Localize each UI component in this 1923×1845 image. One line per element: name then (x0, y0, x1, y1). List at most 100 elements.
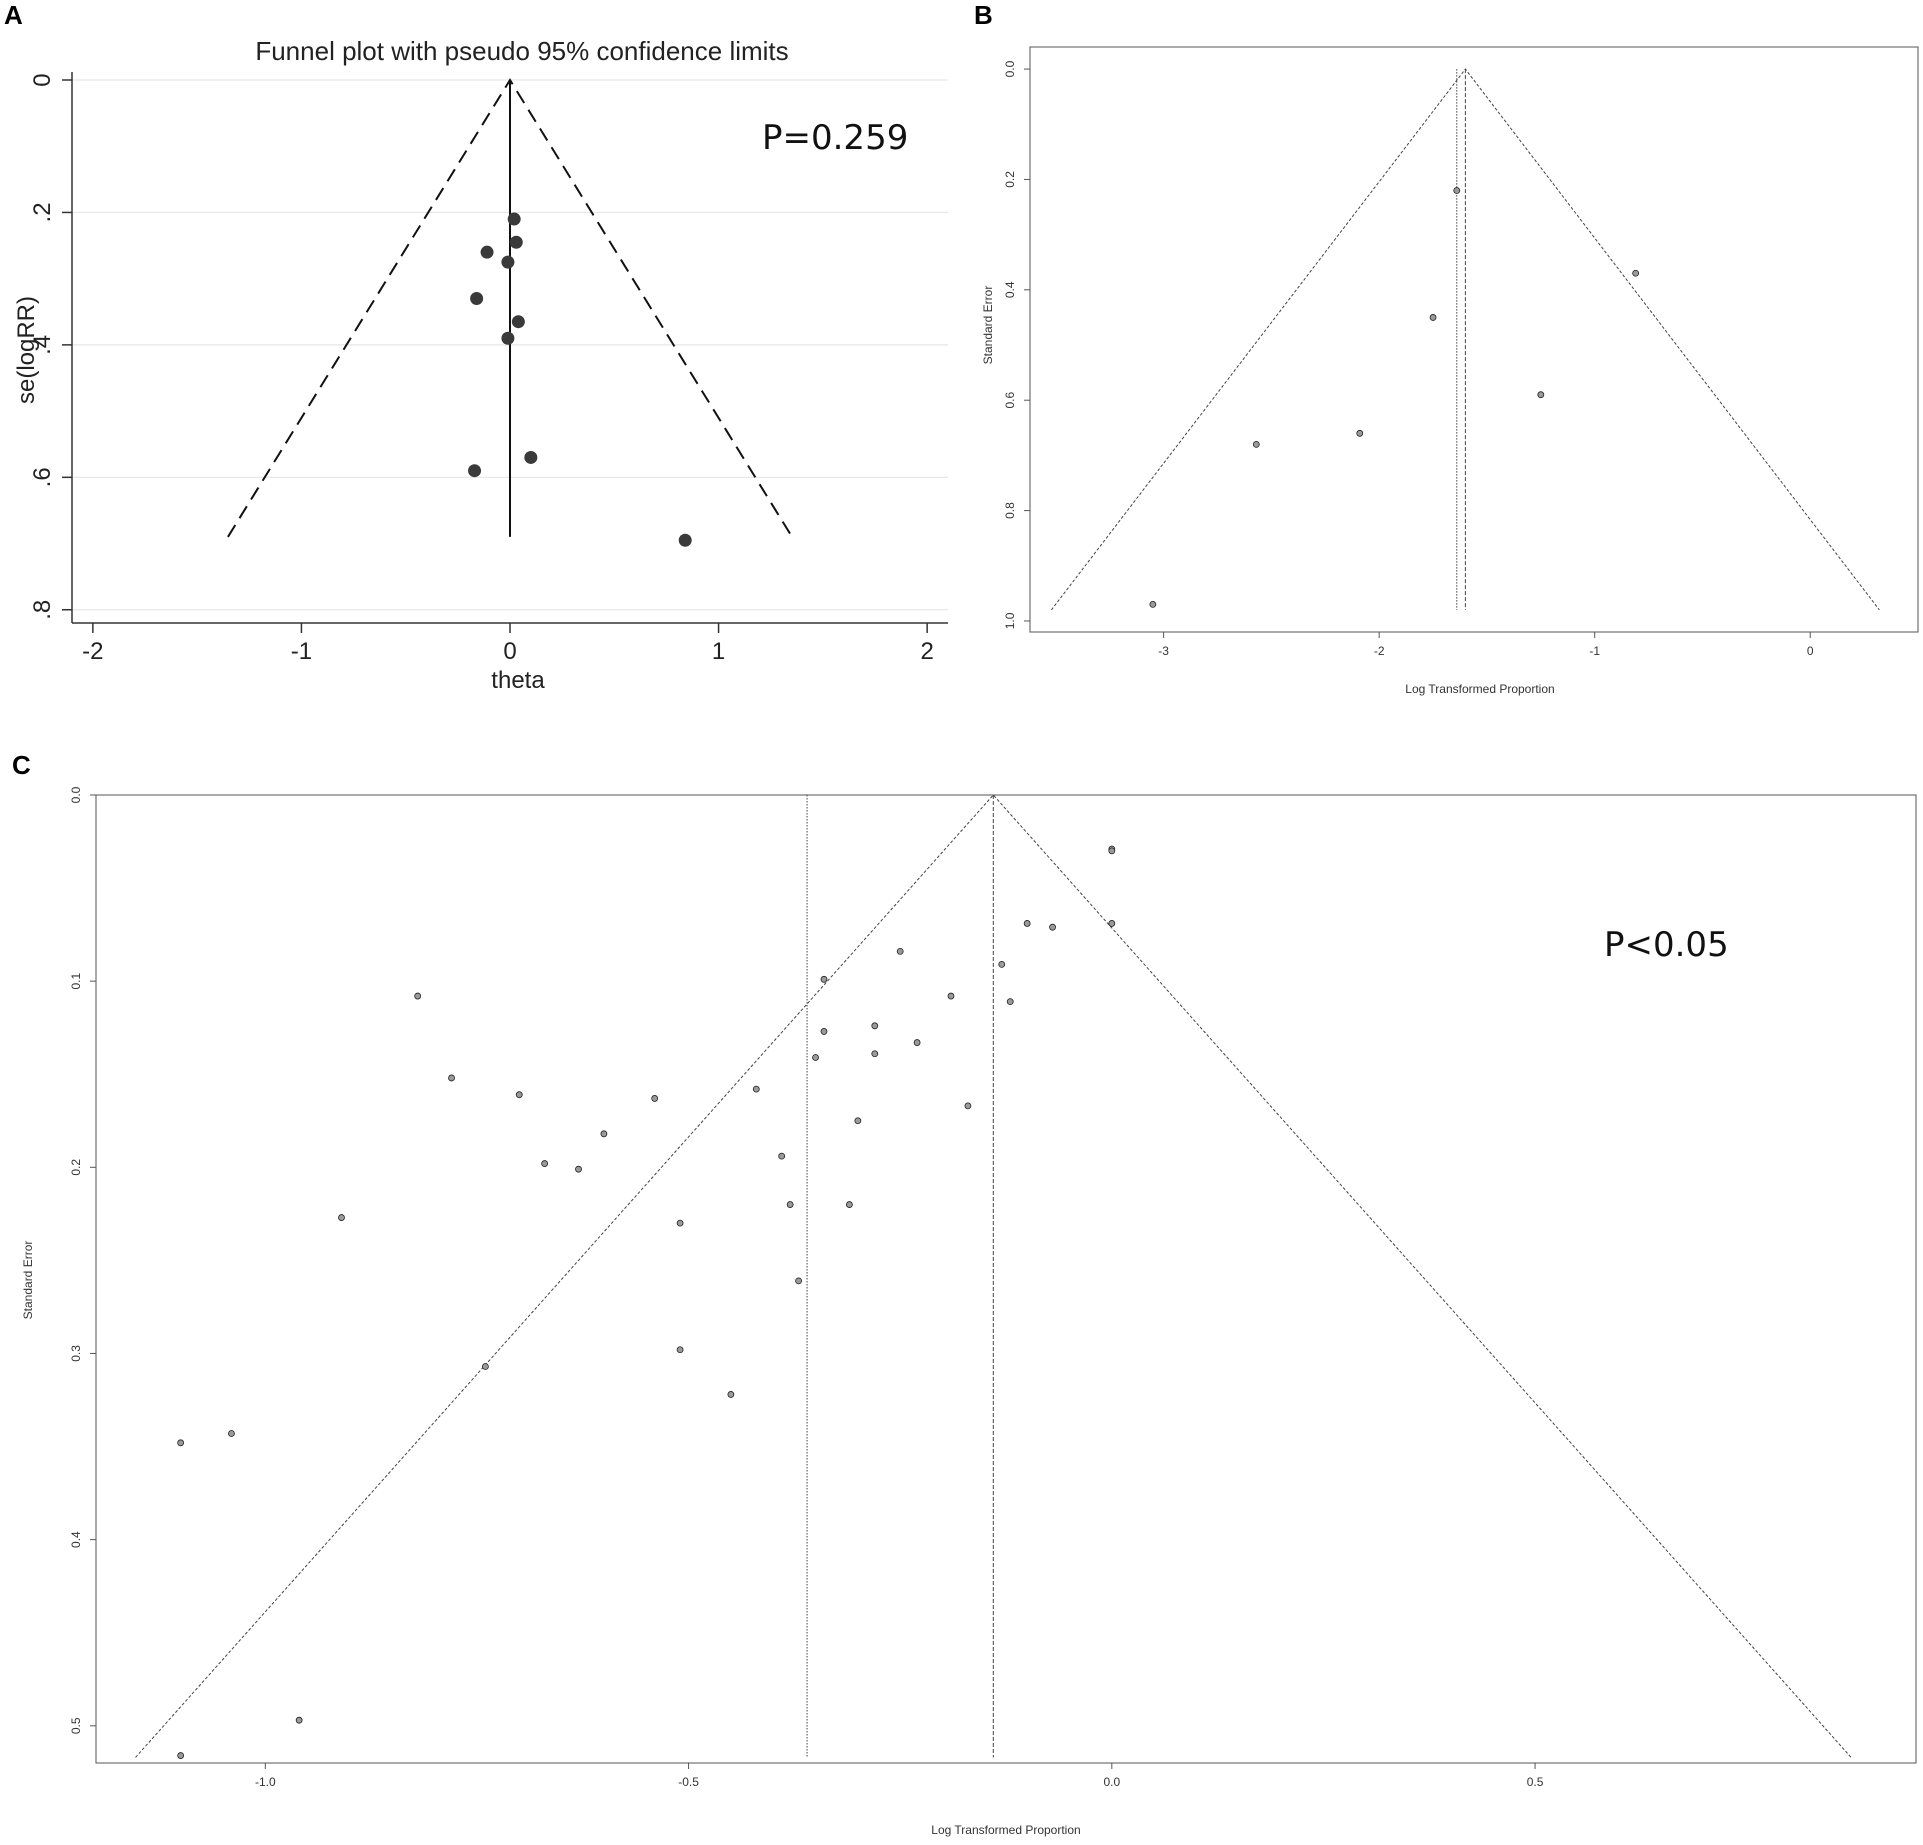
panel-a-y-axis-label: se(logRR) (13, 296, 40, 404)
panel-c-y-tick-label: 0.2 (69, 1159, 83, 1176)
panel-c-data-point (896, 947, 904, 955)
panel-b-x-tick-label: -1 (1589, 644, 1600, 658)
panel-a-data-point (524, 450, 538, 464)
panel-b-data-point (1537, 391, 1545, 399)
panel-c-x-tick-label: 0.0 (1103, 1775, 1120, 1789)
panel-c-data-point (600, 1130, 608, 1138)
panel-b-letter: B (974, 0, 993, 30)
panel-a-data-point (501, 331, 515, 345)
panel-a-data-point (470, 292, 484, 306)
panel-c-data-point (177, 1439, 185, 1447)
panel-c-data-point (812, 1054, 819, 1061)
panel-a-letter: A (4, 0, 23, 30)
panel-b-x-axis-label: Log Transformed Proportion (1405, 682, 1554, 696)
panel-c-letter: C (12, 750, 31, 780)
panel-c-data-point (515, 1091, 523, 1099)
panel-c-frame (95, 794, 1917, 1764)
panel-c-data-point (778, 1152, 786, 1160)
panel-c-data-point (414, 992, 422, 1000)
panel-c-y-tick-label: 0.0 (69, 786, 83, 803)
panel-c-data-point (676, 1219, 684, 1227)
panel-c-data-point (481, 1363, 489, 1370)
panel-c-data-point (795, 1277, 803, 1285)
panel-c-data-point (727, 1391, 735, 1398)
panel-c-data-point (338, 1214, 345, 1221)
panel-c-data-point (1108, 920, 1116, 927)
panel-b-data-point (1632, 269, 1640, 277)
panel-a-funnel (227, 78, 793, 538)
panel-c-y-tick-label: 0.3 (69, 1345, 83, 1362)
panel-b-x-tick-label: 0 (1807, 644, 1814, 658)
panel-a-data-point (501, 255, 515, 269)
panel-a-title: Funnel plot with pseudo 95% confidence l… (255, 36, 788, 66)
panel-c-axes: -1.0 -0.5 0.0 0.5 0.0 0.1 0.2 0.3 0.4 0.5 (69, 786, 1544, 1789)
panel-a-data-point (480, 245, 494, 259)
panel-c-x-tick-label: -0.5 (678, 1775, 699, 1789)
panel-c-data-point (845, 1201, 853, 1208)
panel-c-data-point (651, 1095, 659, 1102)
panel-c-data-point (448, 1074, 455, 1082)
panel-c-data-point (820, 975, 828, 983)
panel-b-data-point (1356, 429, 1364, 437)
panel-b-y-tick-label: 0.4 (1003, 281, 1017, 298)
panel-b-y-tick-label: 0.8 (1003, 502, 1017, 519)
panel-c-data-point (871, 1022, 879, 1030)
panel-c-p-value: P<0.05 (1604, 925, 1729, 965)
panel-a-p-value: P=0.259 (762, 118, 908, 158)
panel-c-data-point (676, 1346, 684, 1354)
panel-c-data-point (820, 1028, 828, 1035)
panel-b-y-tick-label: 0.0 (1003, 60, 1017, 77)
panel-b-x-tick-label: -3 (1158, 644, 1169, 658)
panel-c-data-point (998, 961, 1006, 968)
panel-c-data-point (1049, 923, 1056, 931)
panel-a-x-tick-label: -2 (82, 638, 103, 665)
panel-c-data-point (1006, 998, 1014, 1006)
panel-b-x-tick-label: -2 (1374, 644, 1385, 658)
panel-c-y-axis-label: Standard Error (21, 1241, 35, 1320)
panel-b-axes: -3 -2 -1 0 0.0 0.2 0.4 0.6 0.8 1.0 (1003, 60, 1814, 658)
panel-c-data-point (575, 1165, 582, 1173)
panel-c-data-point (913, 1039, 921, 1046)
panel-b-data-point (1252, 440, 1260, 448)
panel-c: C Log Transformed Proportion Standard Er… (12, 750, 1917, 1837)
panel-c-points (177, 845, 1116, 1759)
panel-c-data-point (786, 1201, 794, 1208)
panel-a-data-point (509, 235, 523, 249)
panel-a: A Funnel plot with pseudo 95% confidence… (4, 0, 948, 694)
panel-c-data-point (752, 1085, 760, 1093)
panel-c-y-tick-label: 0.1 (69, 972, 83, 989)
panel-a-x-tick-label: -1 (291, 638, 312, 665)
panel-b-data-point (1429, 314, 1437, 321)
panel-a-x-axis-label: theta (491, 667, 545, 694)
panel-a-x-tick-label: 2 (920, 638, 933, 665)
panel-c-x-tick-label: 0.5 (1527, 1775, 1544, 1789)
panel-a-x-tick-label: 1 (712, 638, 725, 665)
panel-a-y-tick-label: .6 (29, 467, 56, 487)
panel-b-data-point (1149, 601, 1157, 608)
panel-a-data-point (678, 533, 692, 547)
panel-a-data-point (468, 464, 482, 478)
panel-b-y-axis-label: Standard Error (981, 286, 995, 365)
panel-c-data-point (854, 1117, 862, 1125)
panel-c-data-point (295, 1716, 303, 1724)
panel-a-data-point (511, 315, 525, 329)
panel-b-y-tick-label: 0.6 (1003, 392, 1017, 409)
panel-c-x-tick-label: -1.0 (255, 1775, 276, 1789)
panel-a-y-tick-label: .2 (29, 202, 56, 222)
panel-c-data-point (947, 992, 955, 1000)
panel-b-y-tick-label: 0.2 (1003, 171, 1017, 188)
panel-a-data-point (507, 212, 521, 226)
panel-c-data-point (1023, 920, 1031, 927)
panel-c-data-point (541, 1160, 549, 1167)
panel-a-y-tick-label: .8 (29, 600, 56, 620)
panel-c-x-axis-label: Log Transformed Proportion (931, 1823, 1080, 1837)
panel-c-data-point (871, 1050, 879, 1058)
panel-b-data-point (1453, 187, 1461, 194)
panel-a-axes: -2 -1 0 1 2 0 .2 .4 .6 .8 (29, 72, 948, 665)
panel-a-points (468, 212, 692, 547)
panel-c-y-tick-label: 0.5 (69, 1717, 83, 1734)
panel-a-y-tick-label: .4 (29, 335, 56, 355)
panel-b: B Log Transformed Proportion Standard Er… (974, 0, 1919, 696)
panel-c-data-point (228, 1430, 235, 1437)
